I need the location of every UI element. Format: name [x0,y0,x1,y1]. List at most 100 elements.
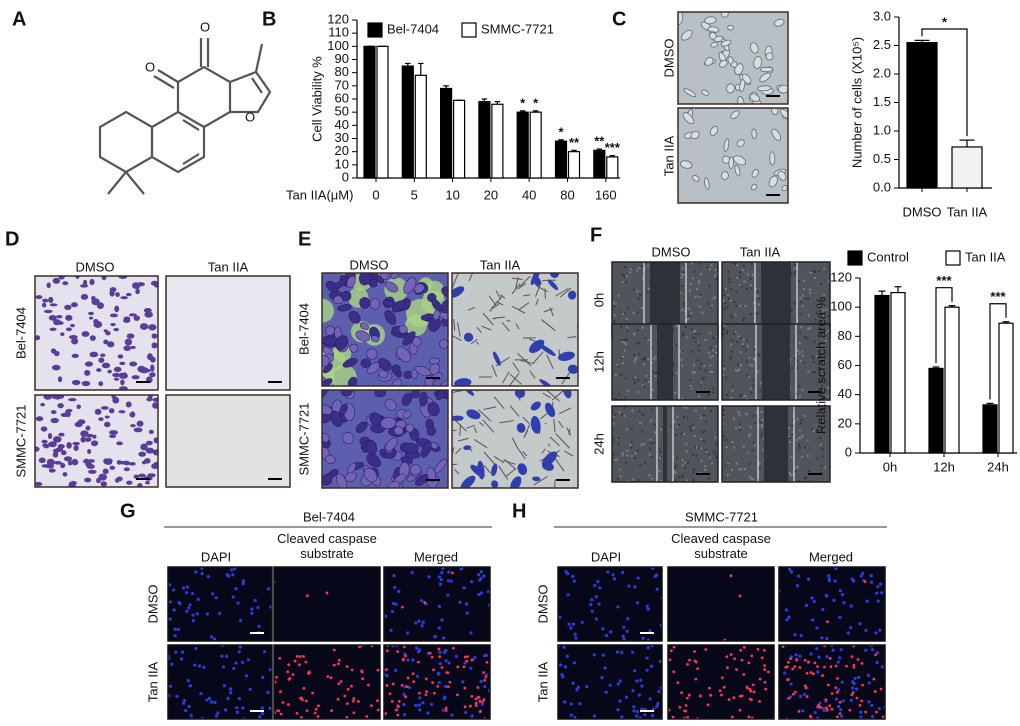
cell [120,379,125,386]
error-bar [986,402,994,405]
cell [109,434,117,438]
cell [116,441,123,446]
error-bar [894,286,902,293]
texture [644,337,647,340]
nucleus [392,574,396,578]
texture [742,345,745,348]
image-bg [384,645,490,719]
cell [131,375,140,380]
texture [740,468,743,471]
nucleus [389,628,393,632]
cell [108,408,115,414]
caspase-signal [437,647,441,651]
image-frame [721,323,831,401]
texture [655,372,658,375]
texture [815,427,818,430]
texture [698,395,701,398]
nucleus [268,668,272,672]
texture [710,410,713,413]
nucleus [841,699,845,703]
texture [698,305,701,308]
nucleus [213,700,217,705]
texture [617,294,620,297]
column-label: DMSO [76,259,115,274]
y-tick-label: 60 [335,90,349,105]
texture [722,435,725,438]
texture [633,361,636,364]
texture [748,356,751,359]
texture [818,335,821,338]
texture [651,456,654,459]
nucleus [798,694,803,698]
caspase-signal [474,701,478,705]
caspase-signal [764,687,768,691]
nucleus [449,579,453,583]
texture [713,275,716,278]
nucleus [438,582,443,586]
cell [360,358,371,368]
nucleus [415,674,420,679]
texture [613,314,616,317]
bar [401,65,414,179]
nucleus [560,673,564,677]
texture [737,410,740,413]
texture [827,280,830,283]
texture [617,443,620,446]
texture [643,358,646,361]
cell [129,345,136,349]
texture [759,389,762,392]
cell [71,337,79,345]
caspase-signal [861,683,864,687]
error-bar [878,290,886,296]
texture [698,280,701,283]
caspase-signal [720,676,724,680]
caspase-signal [482,698,486,701]
micrograph-content [168,567,272,641]
cell [384,310,397,325]
nucleus [262,650,267,654]
nucleus [244,674,249,678]
fiber [473,426,477,433]
texture [754,359,757,362]
bar [554,140,568,179]
nucleus [624,695,628,699]
texture [670,425,673,428]
texture [692,426,695,429]
texture [756,370,759,373]
texture [658,470,661,473]
nucleus [486,589,490,594]
nucleus [812,599,816,604]
fiber [452,335,462,342]
caspase-signal [304,660,308,664]
cell [87,449,92,454]
cell [109,289,115,297]
nucleus [645,656,649,660]
nucleus [616,682,620,686]
nucleus [811,618,815,622]
nucleus [622,625,626,629]
texture [674,463,677,466]
image-bg [452,273,578,386]
texture [798,480,801,482]
cell [753,56,763,69]
cell [40,402,46,407]
cell [135,288,140,295]
nucleus [403,685,407,689]
cell [781,184,788,192]
cell [101,276,107,281]
cell [431,298,443,312]
cell [454,378,472,386]
texture [689,385,692,388]
nucleus [461,680,465,684]
nucleus [397,589,401,593]
nucleus [184,709,188,713]
caspase-signal [463,655,467,659]
texture [801,434,804,437]
fiber [502,459,516,465]
legend-label: Tan IIA [965,249,1006,264]
texture [728,280,731,283]
fiber [478,409,492,422]
cell [96,368,102,372]
texture [626,480,629,482]
nucleus [231,595,235,599]
